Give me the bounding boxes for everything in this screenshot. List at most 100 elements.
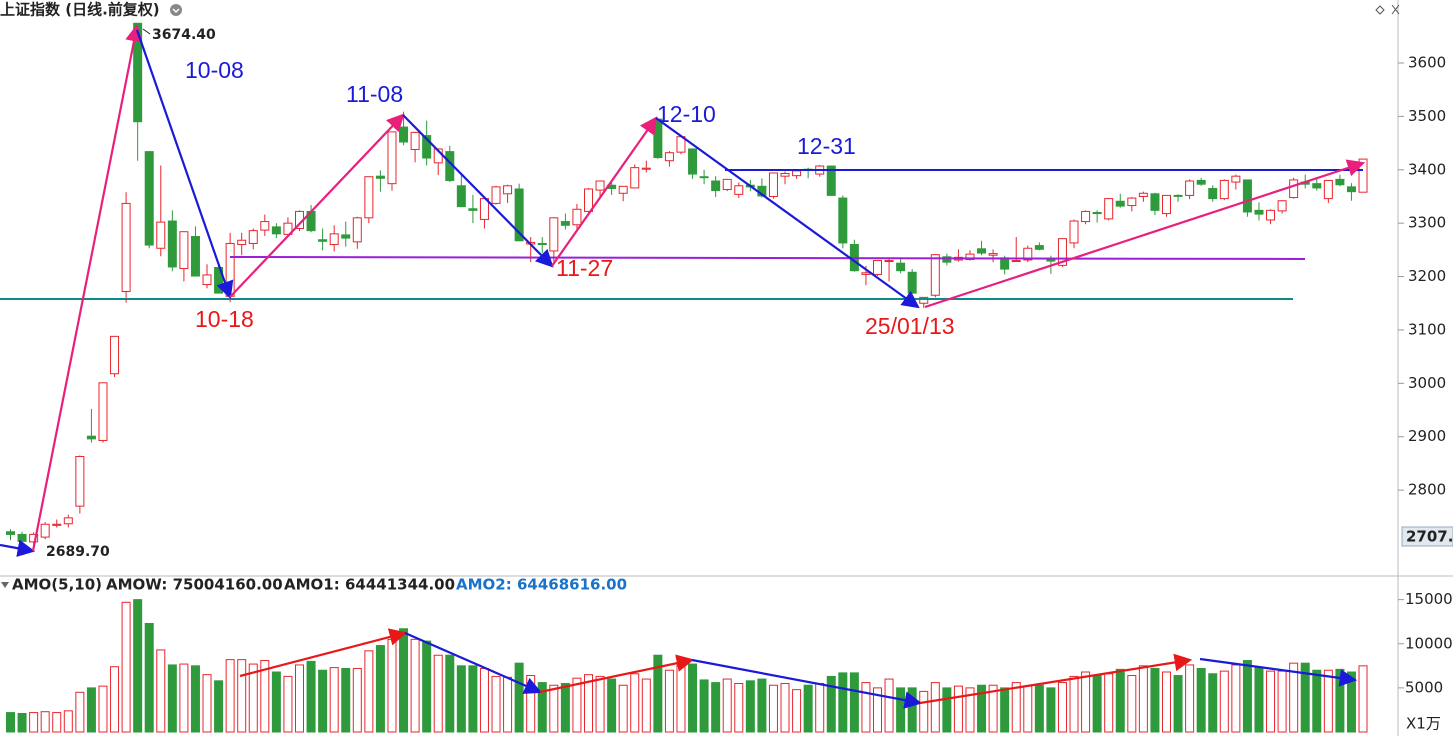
- volume-bar: [225, 659, 235, 733]
- candle-body: [988, 253, 998, 256]
- candle-body: [1277, 200, 1287, 212]
- volume-bar: [1127, 675, 1137, 733]
- high-label: 3674.40: [152, 27, 216, 43]
- volume-bar: [618, 684, 628, 733]
- candle-body: [1335, 178, 1345, 186]
- volume-bar: [121, 601, 131, 733]
- volume-bar: [248, 663, 258, 733]
- volume-bar: [40, 711, 50, 733]
- volume-bar: [283, 675, 293, 733]
- annotation: 12-31: [797, 133, 856, 159]
- arrow: [239, 628, 408, 678]
- volume-bar: [144, 622, 154, 733]
- candle-body: [1092, 211, 1102, 215]
- volume-bar: [17, 712, 27, 733]
- volume-bar: [364, 650, 374, 733]
- candle-body: [930, 254, 940, 296]
- volume-bar: [1173, 675, 1183, 733]
- low-label: 2689.70: [46, 544, 110, 560]
- candle-body: [1196, 179, 1206, 185]
- close-icon[interactable]: [1391, 4, 1400, 15]
- volume-bar: [433, 654, 443, 733]
- candle-body: [1242, 179, 1252, 213]
- volume-bar: [341, 667, 351, 733]
- candle-body: [572, 208, 582, 226]
- candle-body: [468, 208, 478, 211]
- volume-bar: [1358, 665, 1368, 733]
- y-tick-label: 2800: [1408, 481, 1446, 499]
- arrow: [402, 114, 554, 268]
- candle-body: [17, 533, 27, 542]
- y-tick-label: 10000: [1405, 634, 1453, 652]
- volume-bar: [595, 675, 605, 733]
- volume-bar: [803, 684, 813, 733]
- volume-bar: [1069, 675, 1079, 733]
- chart-title: 上证指数 (日线.前复权): [0, 1, 160, 19]
- candle-body: [907, 271, 917, 294]
- volume-bar: [861, 682, 871, 733]
- volume-bar: [1254, 667, 1264, 733]
- volume-bar: [318, 669, 328, 733]
- candle-body: [110, 335, 120, 375]
- volume-bar: [214, 680, 224, 733]
- candle-body: [1323, 179, 1333, 200]
- candle-body: [167, 220, 177, 268]
- candle-body: [965, 253, 975, 260]
- y-tick-label: 3300: [1408, 214, 1446, 232]
- candle-body: [630, 167, 640, 189]
- indicator-toggle[interactable]: [1, 582, 9, 588]
- annotation: 10-08: [185, 57, 244, 83]
- candle-body: [722, 178, 732, 191]
- candle-body: [861, 272, 871, 275]
- menu-icon[interactable]: [170, 4, 182, 16]
- volume-bar: [838, 672, 848, 733]
- volume-bar: [1300, 662, 1310, 733]
- volume-bar: [953, 685, 963, 733]
- volume-bar: [734, 682, 744, 733]
- volume-bar: [664, 669, 674, 733]
- volume-bar: [399, 628, 409, 733]
- volume-bar: [780, 682, 790, 733]
- candle-body: [1115, 200, 1125, 207]
- candle-body: [618, 185, 628, 194]
- arrow: [919, 653, 1193, 705]
- volume-bar: [329, 667, 339, 733]
- y-tick-label: 3200: [1408, 267, 1446, 285]
- float-icon[interactable]: [1375, 5, 1385, 15]
- volume-bar: [688, 663, 698, 733]
- volume-bar: [1115, 668, 1125, 733]
- volume-bar: [1208, 673, 1218, 733]
- volume-bar: [560, 682, 570, 733]
- volume-bar: [792, 689, 802, 733]
- volume-bar: [907, 687, 917, 733]
- candle-body: [1011, 260, 1021, 263]
- volume-bar: [930, 682, 940, 733]
- candle-body: [52, 523, 62, 526]
- candle-body: [410, 131, 420, 150]
- volume-bar: [1242, 660, 1252, 733]
- volume-bar: [1150, 667, 1160, 733]
- candle-body: [549, 217, 559, 252]
- indicator-title: AMO(5,10): [12, 576, 102, 594]
- support-line: [229, 256, 1306, 260]
- volume-bar: [110, 666, 120, 733]
- volume-bar: [479, 667, 489, 733]
- volume-bar: [815, 682, 825, 733]
- volume-bar: [641, 678, 651, 733]
- candle-body: [456, 185, 466, 208]
- candle-body: [1266, 209, 1276, 221]
- candle-body: [896, 262, 906, 272]
- arrow: [691, 658, 923, 709]
- candle-body: [1023, 247, 1033, 261]
- candle-body: [537, 242, 547, 246]
- volume-bar: [306, 660, 316, 733]
- volume-bar: [156, 649, 166, 733]
- candle-body: [133, 22, 143, 123]
- volume-bar: [1034, 684, 1044, 733]
- volume-panel: [6, 599, 1368, 733]
- indicator-readout: AMO2: 64468616.00: [456, 576, 627, 594]
- candle-body: [873, 260, 882, 275]
- volume-bar: [676, 664, 686, 733]
- y-tick-label: 5000: [1405, 678, 1443, 696]
